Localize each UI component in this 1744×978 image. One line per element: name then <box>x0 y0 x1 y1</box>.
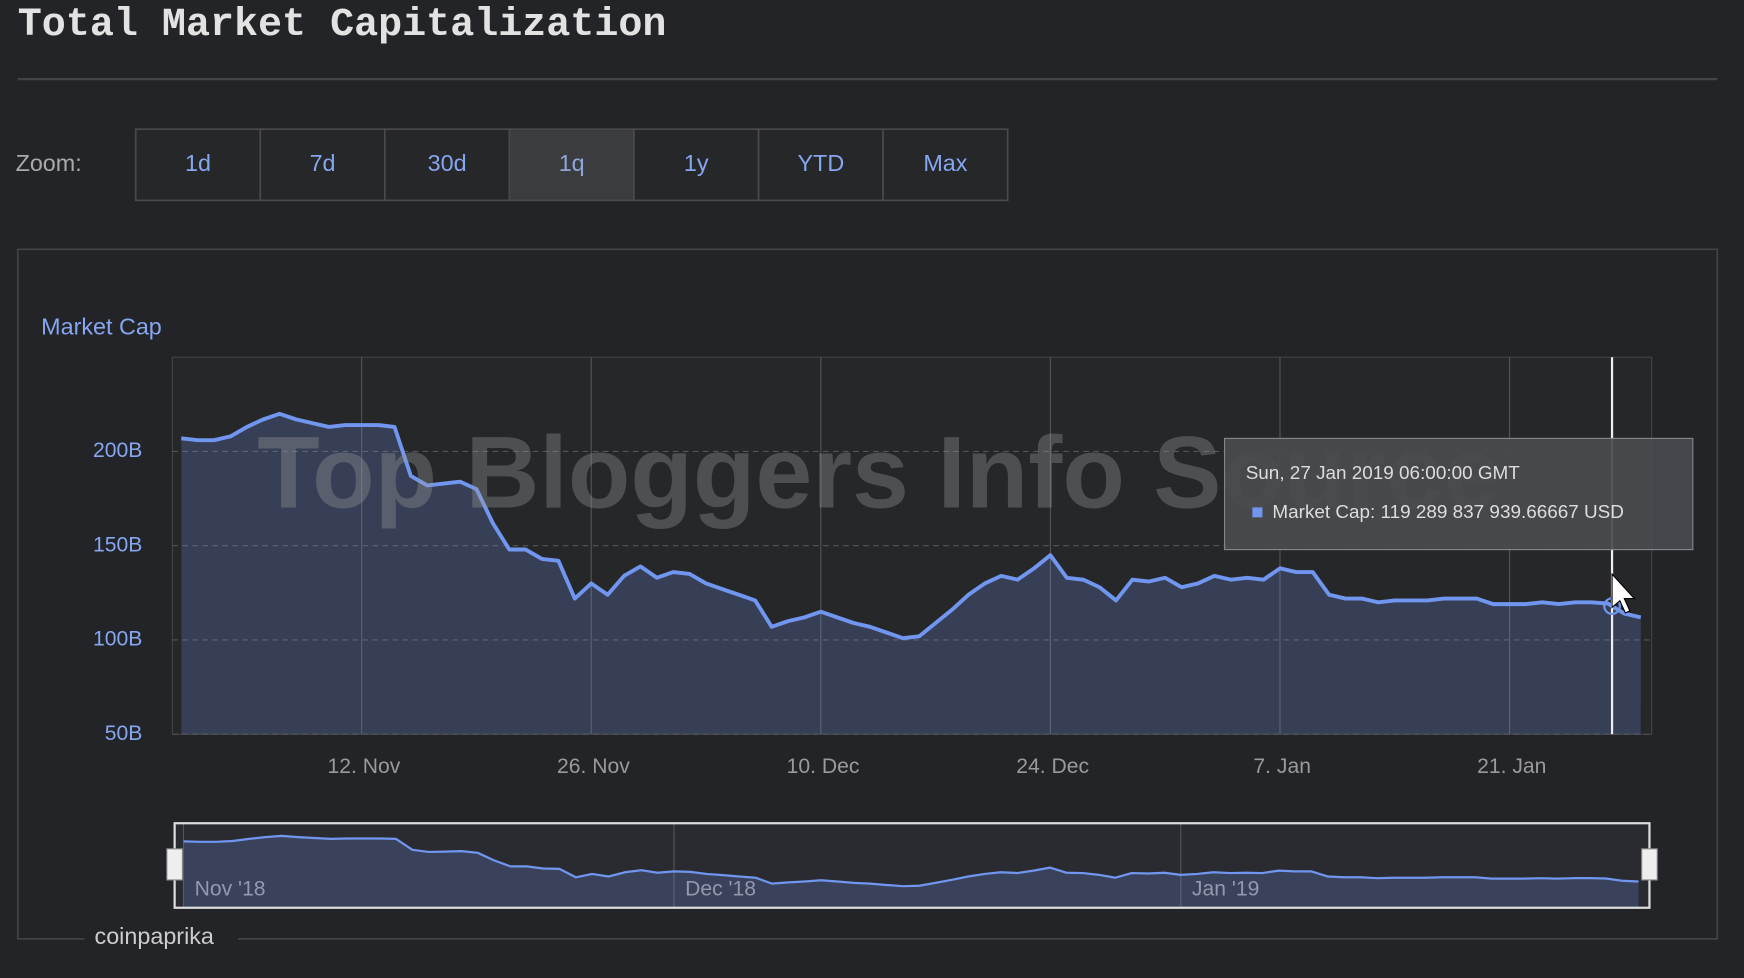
x-tick-label: 12. Nov <box>327 755 400 778</box>
x-tick-label: 7. Jan <box>1253 755 1311 778</box>
zoom-button-label: 30d <box>428 150 467 176</box>
credit-bg <box>84 923 239 953</box>
navigator-line <box>183 834 1639 888</box>
zoom-button-label: 1d <box>185 150 211 176</box>
x-tick-label: 26. Nov <box>557 755 630 778</box>
zoom-button[interactable] <box>384 128 511 202</box>
tooltip-swatch <box>1252 507 1263 518</box>
zoom-button-label: 7d <box>310 150 336 176</box>
zoom-button-label: YTD <box>797 150 844 176</box>
credit: coinpaprika <box>95 923 214 949</box>
zoom-button[interactable] <box>134 128 262 202</box>
cursor <box>1611 572 1636 614</box>
navigator-area <box>183 835 1639 908</box>
navigator-tick-label: Nov '18 <box>195 878 266 901</box>
x-tick-label: 24. Dec <box>1016 755 1089 778</box>
navigator-handle[interactable] <box>1641 848 1658 881</box>
x-tick-label: 21. Jan <box>1477 755 1546 778</box>
tooltip-date: Sun, 27 Jan 2019 06:00:00 GMT <box>1246 463 1521 484</box>
y-tick-label: 100B <box>93 628 142 651</box>
zoom-button[interactable] <box>508 128 635 202</box>
zoom-button[interactable] <box>633 128 760 202</box>
zoom-button[interactable] <box>882 128 1009 202</box>
page-title: Total Market Capitalization <box>18 3 667 48</box>
series-label: Market Cap <box>41 313 162 339</box>
zoom-button-label: Max <box>923 150 967 176</box>
chart-frame <box>16 248 1719 940</box>
zoom-button-label: 1y <box>684 150 709 176</box>
series-area <box>181 413 1641 735</box>
tooltip-text: Market Cap: 119 289 837 939.66667 USD <box>1272 502 1623 523</box>
zoom-button[interactable] <box>259 128 386 202</box>
y-tick-label: 50B <box>105 722 143 745</box>
y-tick-label: 200B <box>93 439 142 462</box>
zoom-button-label: 1q <box>559 150 585 176</box>
navigator-handle[interactable] <box>166 848 183 881</box>
navigator-tick-label: Jan '19 <box>1192 878 1259 901</box>
navigator-tick-label: Dec '18 <box>685 878 756 901</box>
series-line <box>181 411 1642 641</box>
x-tick-label: 10. Dec <box>787 755 860 778</box>
navigator <box>174 823 1650 908</box>
zoom-label: Zoom: <box>16 150 82 176</box>
y-tick-label: 150B <box>93 533 142 556</box>
tooltip-box <box>1224 437 1694 551</box>
